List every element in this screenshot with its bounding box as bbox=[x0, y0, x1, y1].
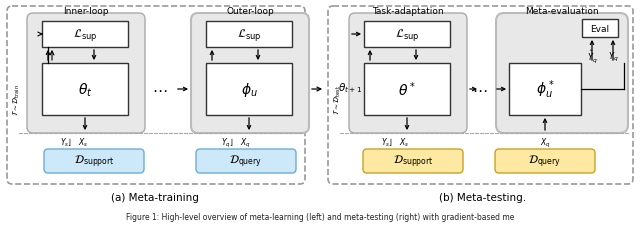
Text: Outer-loop: Outer-loop bbox=[226, 7, 274, 15]
Text: $X_q$: $X_q$ bbox=[238, 136, 251, 149]
Text: $\cdots$: $\cdots$ bbox=[152, 82, 168, 97]
Text: $\mathcal{T} \sim \mathcal{D}_\mathrm{test}$: $\mathcal{T} \sim \mathcal{D}_\mathrm{te… bbox=[332, 85, 342, 115]
FancyBboxPatch shape bbox=[27, 14, 145, 133]
Text: (b) Meta-testing.: (b) Meta-testing. bbox=[440, 192, 527, 202]
FancyBboxPatch shape bbox=[191, 14, 309, 133]
FancyBboxPatch shape bbox=[349, 14, 467, 133]
Text: $\hat{Y}_q$: $\hat{Y}_q$ bbox=[587, 49, 597, 65]
Text: Eval: Eval bbox=[591, 24, 609, 33]
Text: $\phi_u^*$: $\phi_u^*$ bbox=[536, 78, 554, 101]
Text: $\mathcal{L}_\mathrm{sup}$: $\mathcal{L}_\mathrm{sup}$ bbox=[73, 27, 97, 43]
Text: $Y_q\rfloor$: $Y_q\rfloor$ bbox=[221, 136, 234, 149]
Bar bbox=[582, 20, 618, 38]
Bar bbox=[42, 64, 128, 116]
Text: $\theta^*$: $\theta^*$ bbox=[398, 80, 416, 99]
Text: $Y_q$: $Y_q$ bbox=[608, 50, 618, 63]
Text: $\mathcal{T} \sim \mathcal{D}_\mathrm{train}$: $\mathcal{T} \sim \mathcal{D}_\mathrm{tr… bbox=[10, 84, 22, 116]
Bar bbox=[42, 22, 128, 48]
Text: $Y_s\rfloor$: $Y_s\rfloor$ bbox=[60, 136, 72, 149]
Text: $\mathcal{L}_\mathrm{sup}$: $\mathcal{L}_\mathrm{sup}$ bbox=[395, 27, 419, 43]
Text: Inner-loop: Inner-loop bbox=[63, 7, 109, 15]
FancyBboxPatch shape bbox=[363, 149, 463, 173]
Text: $\theta_{t+1}$: $\theta_{t+1}$ bbox=[338, 81, 362, 94]
FancyBboxPatch shape bbox=[44, 149, 144, 173]
FancyBboxPatch shape bbox=[196, 149, 296, 173]
Text: $\mathcal{L}_\mathrm{sup}$: $\mathcal{L}_\mathrm{sup}$ bbox=[237, 27, 261, 43]
Text: $X_q$: $X_q$ bbox=[540, 136, 550, 149]
Text: $\mathcal{D}_\mathrm{query}$: $\mathcal{D}_\mathrm{query}$ bbox=[229, 153, 262, 169]
Bar bbox=[206, 64, 292, 116]
Bar bbox=[206, 22, 292, 48]
Text: Meta-evaluation: Meta-evaluation bbox=[525, 7, 599, 15]
Bar bbox=[364, 22, 450, 48]
FancyBboxPatch shape bbox=[495, 149, 595, 173]
Text: Figure 1: High-level overview of meta-learning (left) and meta-testing (right) w: Figure 1: High-level overview of meta-le… bbox=[126, 212, 514, 222]
Text: $\mathcal{D}_\mathrm{query}$: $\mathcal{D}_\mathrm{query}$ bbox=[529, 153, 562, 169]
Text: $\mathcal{D}_\mathrm{support}$: $\mathcal{D}_\mathrm{support}$ bbox=[74, 153, 115, 169]
Text: $X_s$: $X_s$ bbox=[397, 136, 410, 149]
Bar bbox=[364, 64, 450, 116]
Bar bbox=[509, 64, 581, 116]
Text: (a) Meta-training: (a) Meta-training bbox=[111, 192, 199, 202]
Text: $X_s$: $X_s$ bbox=[76, 136, 88, 149]
Text: $\phi_u$: $\phi_u$ bbox=[241, 81, 257, 99]
Text: $\mathcal{D}_\mathrm{support}$: $\mathcal{D}_\mathrm{support}$ bbox=[392, 153, 433, 169]
Text: $Y_s\rfloor$: $Y_s\rfloor$ bbox=[381, 136, 393, 149]
Text: $\cdots$: $\cdots$ bbox=[472, 82, 488, 97]
FancyBboxPatch shape bbox=[496, 14, 628, 133]
Text: Task-adaptation: Task-adaptation bbox=[372, 7, 444, 15]
Text: $\theta_t$: $\theta_t$ bbox=[77, 81, 92, 98]
